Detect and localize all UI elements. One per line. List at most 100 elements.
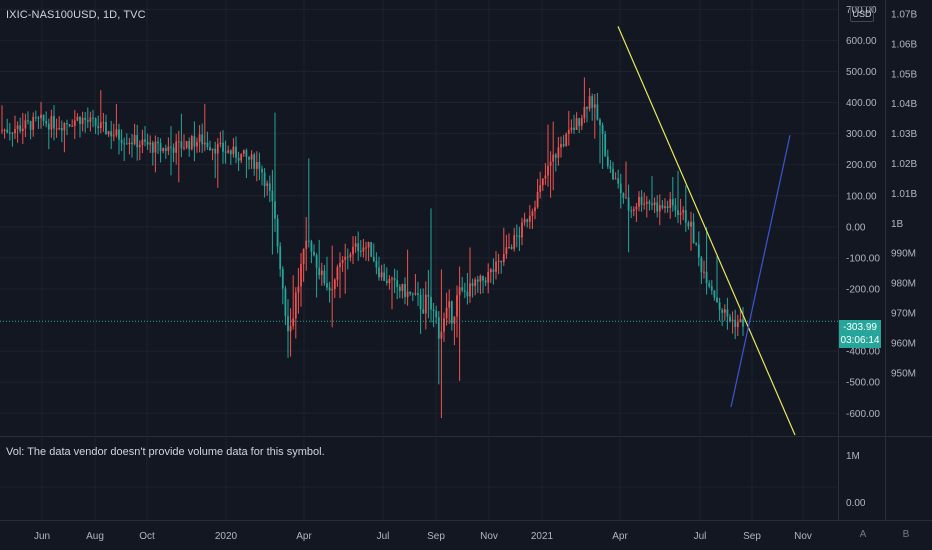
candle-body (580, 118, 583, 126)
candle-body (42, 114, 45, 121)
candle-body (58, 127, 61, 129)
log-scale-button[interactable]: B (902, 529, 910, 540)
up-trendline (730, 135, 791, 408)
candle-body (440, 331, 443, 339)
candle-body (461, 287, 464, 291)
price-tick-label: -600.00 (846, 409, 880, 420)
candle-body (695, 243, 698, 245)
candle-body (679, 212, 682, 215)
candle-body (211, 148, 214, 151)
candle-body (677, 210, 679, 215)
candle-body (534, 207, 536, 212)
candle-body (333, 279, 336, 290)
candle-body (736, 322, 739, 327)
candle-body (435, 310, 438, 318)
candle-body (367, 242, 370, 248)
candle-body (385, 280, 388, 283)
candle-body (573, 127, 575, 130)
candle-body (664, 206, 666, 208)
candle-body (271, 190, 274, 202)
candle-body (547, 165, 549, 176)
candle-body (175, 141, 178, 153)
candle-body (63, 123, 66, 131)
candle-body (125, 143, 128, 145)
candle-body (19, 125, 22, 132)
candle-body (710, 286, 713, 291)
symbol-title[interactable]: IXIC-NAS100USD, 1D, TVC (6, 9, 146, 21)
candle-body (666, 206, 669, 209)
candle-body (515, 235, 518, 237)
candle-body (68, 124, 71, 126)
candle-body (29, 121, 32, 130)
candle-body (159, 143, 162, 152)
candle-body (157, 141, 159, 144)
price-tick-label: -200.00 (846, 284, 880, 295)
candle-body (404, 283, 406, 297)
candle-body (375, 260, 378, 268)
candle-body (708, 283, 711, 287)
volume-pane-tick-label: 0.00 (846, 498, 866, 509)
candle-body (24, 120, 27, 129)
candlestick-series (0, 77, 838, 419)
candle-body (253, 154, 256, 169)
time-tick-label: Oct (139, 531, 155, 542)
candle-body (528, 215, 531, 222)
candle-body (107, 131, 110, 135)
currency-button[interactable]: USD (850, 6, 874, 22)
last-price-value: -303.99 (843, 322, 877, 333)
auto-scale-button[interactable]: A (859, 529, 867, 540)
candle-body (427, 294, 430, 297)
candle-body (105, 122, 107, 135)
time-tick-label: Sep (427, 531, 445, 542)
candle-body (536, 191, 539, 208)
trendlines[interactable] (617, 26, 796, 436)
candle-body (131, 142, 133, 145)
candle-body (591, 96, 594, 108)
candle-body (630, 210, 633, 212)
candle-body (502, 254, 505, 263)
candle-body (648, 201, 651, 204)
candle-body (190, 136, 193, 150)
candle-body (424, 294, 427, 314)
candle-body (261, 168, 263, 173)
candle-body (97, 126, 100, 129)
candle-body (198, 134, 201, 142)
candle-body (432, 309, 435, 311)
candle-body (705, 271, 708, 284)
candle-body (180, 141, 183, 149)
candle-body (16, 125, 19, 129)
candle-body (349, 254, 352, 258)
candle-body (3, 129, 6, 131)
candle-body (539, 185, 542, 192)
price-tick-label: 400.00 (846, 98, 877, 109)
candle-body (81, 117, 84, 124)
price-tick-label: 500.00 (846, 67, 877, 78)
candle-body (632, 209, 635, 211)
candle-body (34, 116, 37, 118)
candle-body (458, 287, 461, 296)
candle-body (417, 293, 419, 295)
candle-body (235, 146, 237, 158)
candle-body (422, 309, 425, 314)
candle-body (224, 151, 227, 153)
candle-body (281, 269, 284, 289)
candle-body (53, 116, 55, 129)
volume-scale-tick-label: 970M (891, 309, 916, 320)
candle-body (518, 235, 521, 238)
time-tick-label: Jul (694, 531, 707, 542)
candle-body (599, 119, 601, 126)
candle-body (474, 279, 477, 286)
candle-body (414, 293, 417, 295)
candle-body (242, 150, 245, 154)
candle-body (315, 255, 318, 268)
candle-body (411, 293, 414, 295)
candle-body (84, 117, 87, 121)
candle-body (619, 183, 622, 194)
candle-body (716, 297, 718, 303)
candle-body (300, 264, 302, 287)
candle-body (136, 135, 139, 148)
candle-body (183, 147, 185, 149)
candle-body (437, 317, 440, 339)
candle-body (297, 286, 300, 293)
